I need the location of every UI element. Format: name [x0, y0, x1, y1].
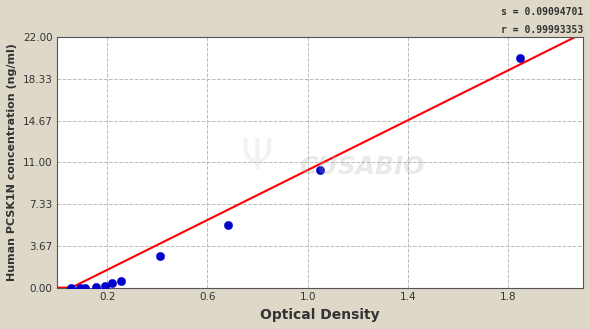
- Text: r = 0.99993353: r = 0.99993353: [501, 25, 583, 35]
- Text: Ψ: Ψ: [241, 137, 273, 179]
- Point: [516, 55, 525, 61]
- X-axis label: Optical Density: Optical Density: [260, 308, 380, 322]
- Point: [80, 285, 90, 290]
- Point: [75, 285, 84, 290]
- Point: [316, 168, 325, 173]
- Point: [155, 254, 165, 259]
- Point: [100, 283, 110, 288]
- Point: [91, 284, 101, 290]
- Point: [66, 285, 76, 290]
- Point: [116, 279, 126, 284]
- Text: s = 0.09094701: s = 0.09094701: [501, 7, 583, 17]
- Text: CUSABIO: CUSABIO: [300, 156, 425, 180]
- Point: [223, 222, 232, 228]
- Point: [107, 281, 117, 286]
- Y-axis label: Human PCSK1N concentration (ng/ml): Human PCSK1N concentration (ng/ml): [7, 43, 17, 281]
